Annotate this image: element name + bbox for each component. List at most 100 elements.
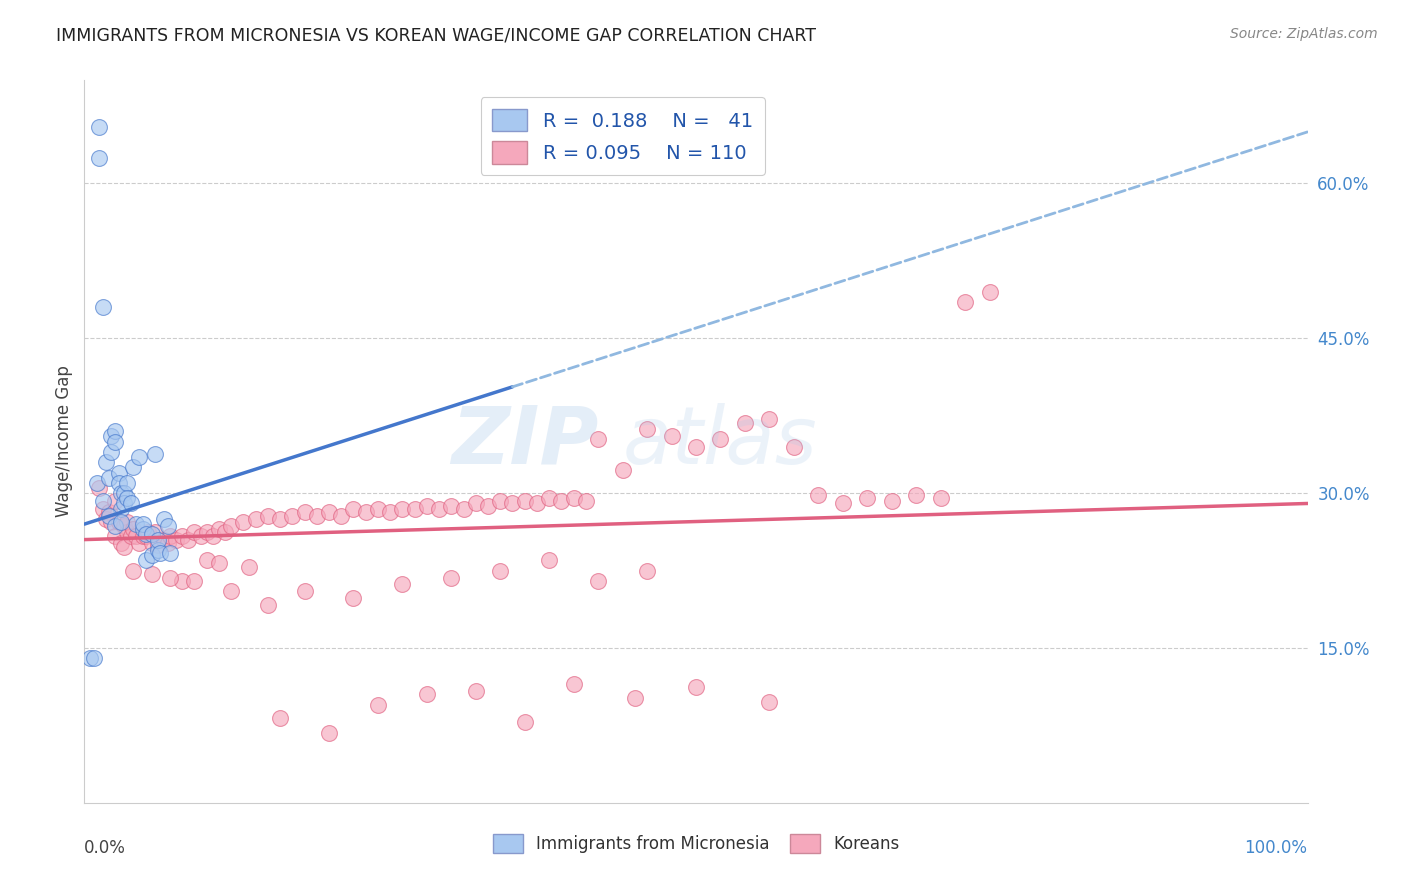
Point (208, 522, 231, 536)
Point (107, 466, 129, 480)
Point (427, 501, 450, 516)
Point (83, 651, 105, 665)
Point (685, 680, 707, 694)
Point (143, 525, 166, 540)
Point (477, 499, 499, 513)
Point (856, 491, 879, 506)
Point (132, 529, 155, 543)
Text: IMMIGRANTS FROM MICRONESIA VS KOREAN WAGE/INCOME GAP CORRELATION CHART: IMMIGRANTS FROM MICRONESIA VS KOREAN WAG… (56, 27, 817, 45)
Point (122, 522, 145, 536)
Point (79, 651, 101, 665)
Point (190, 529, 212, 543)
Point (115, 475, 138, 490)
Point (440, 499, 463, 513)
Point (294, 505, 316, 519)
Point (734, 416, 756, 430)
Point (661, 429, 683, 443)
Point (159, 546, 181, 560)
Point (115, 525, 138, 540)
Point (550, 494, 572, 508)
Point (141, 548, 163, 562)
Point (453, 501, 475, 516)
Point (245, 512, 267, 526)
Point (141, 566, 163, 581)
Text: Source: ZipAtlas.com: Source: ZipAtlas.com (1230, 27, 1378, 41)
Point (367, 501, 389, 516)
Point (342, 591, 364, 606)
Point (112, 496, 135, 510)
Point (612, 463, 634, 477)
Point (149, 546, 172, 560)
Point (232, 515, 254, 529)
Point (636, 422, 658, 436)
Point (257, 508, 280, 523)
Point (159, 571, 181, 585)
Point (709, 433, 731, 447)
Point (464, 496, 486, 510)
Point (120, 496, 142, 510)
Point (110, 501, 132, 516)
Point (354, 505, 377, 519)
Point (440, 571, 463, 585)
Point (257, 598, 280, 612)
Point (538, 491, 561, 506)
Point (172, 529, 194, 543)
Text: 0.0%: 0.0% (84, 838, 127, 857)
Point (281, 508, 304, 523)
Point (562, 677, 585, 691)
Point (141, 527, 163, 541)
Point (562, 491, 585, 506)
Point (122, 564, 145, 578)
Legend: Immigrants from Micronesia, Koreans: Immigrants from Micronesia, Koreans (486, 827, 905, 860)
Point (929, 491, 952, 506)
Point (513, 494, 536, 508)
Point (115, 515, 138, 529)
Point (807, 488, 830, 502)
Point (91, 301, 114, 315)
Point (96, 455, 118, 469)
Point (120, 529, 142, 543)
Point (132, 517, 155, 532)
Point (135, 529, 157, 543)
Point (128, 535, 150, 549)
Point (489, 494, 512, 508)
Point (318, 505, 340, 519)
Point (110, 486, 132, 500)
Point (380, 505, 402, 519)
Point (391, 501, 413, 516)
Point (305, 508, 328, 523)
Point (100, 515, 122, 529)
Point (115, 491, 138, 506)
Point (136, 525, 159, 540)
Point (177, 533, 200, 547)
Point (125, 529, 148, 543)
Point (97, 508, 120, 523)
Point (153, 533, 176, 547)
Point (146, 533, 169, 547)
Point (125, 517, 148, 532)
Point (953, 295, 976, 310)
Point (831, 496, 853, 510)
Point (97, 505, 120, 519)
Point (783, 440, 806, 454)
Point (342, 501, 364, 516)
Point (416, 687, 439, 701)
Point (135, 553, 157, 567)
Point (107, 515, 129, 529)
Point (219, 519, 242, 533)
Point (128, 450, 150, 464)
Point (636, 564, 658, 578)
Point (104, 494, 127, 508)
Point (141, 535, 163, 549)
Point (146, 542, 169, 557)
Point (104, 519, 127, 533)
Point (110, 535, 132, 549)
Point (201, 529, 224, 543)
Text: 100.0%: 100.0% (1244, 838, 1308, 857)
Point (112, 540, 135, 554)
Point (112, 519, 135, 533)
Y-axis label: Wage/Income Gap: Wage/Income Gap (55, 366, 73, 517)
Point (195, 553, 218, 567)
Point (183, 525, 205, 540)
Point (156, 535, 179, 549)
